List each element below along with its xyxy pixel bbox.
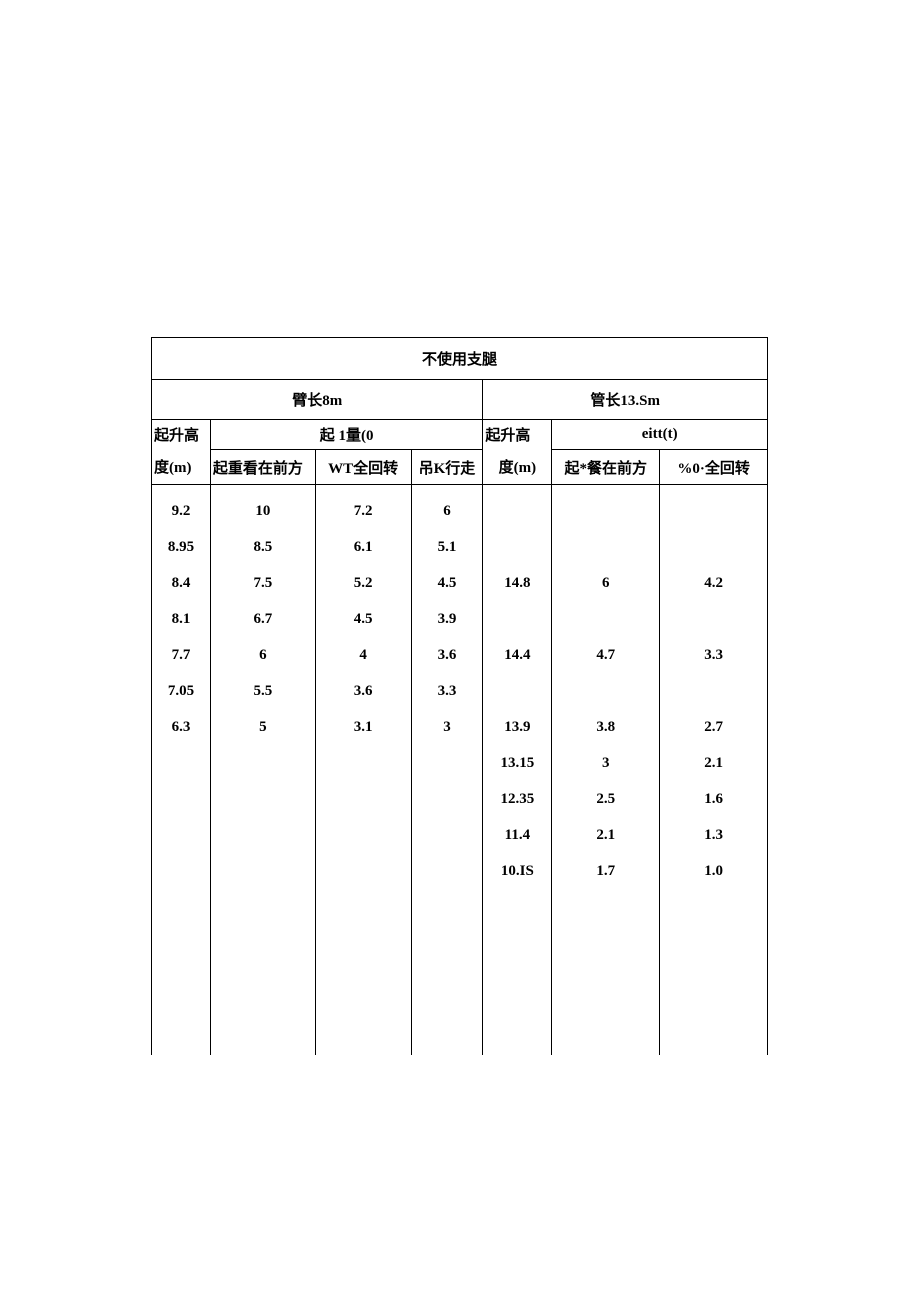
data-cell: 2.5 [596,781,615,817]
hdr-l4: 吊K行走 [411,450,483,485]
hdr-l1: 度(m) [152,450,211,485]
data-cell: 13.9 [504,709,530,745]
data-cell: 8.4 [172,565,191,601]
data-cell: 2.1 [704,745,723,781]
data-cell: 10 [255,493,270,529]
data-cell: 4.2 [704,565,723,601]
table-container: 不使用支腿 臂长8m 管长13.Sm 起升高 起 1量(0 起升高 eitt(t… [151,337,768,1055]
data-cell: 8.5 [253,529,272,565]
data-cell: 6.7 [253,601,272,637]
hdr-r3: %0·全回转 [660,450,768,485]
data-cell: 5.1 [438,529,457,565]
data-cell: 3.6 [438,637,457,673]
data-cell: 9.2 [172,493,191,529]
data-cell: 4 [359,637,367,673]
data-cell: 6.1 [354,529,373,565]
section-row: 臂长8m 管长13.Sm [152,380,768,420]
data-cell: 4.5 [354,601,373,637]
data-cell: 1.7 [596,853,615,889]
data-cell: 3.1 [354,709,373,745]
data-left-c3: 7.26.15.24.543.63.1 [315,485,411,1055]
right-sub-a: 起升高 [483,420,552,450]
data-cell: 12.35 [501,781,535,817]
data-cell: 1.3 [704,817,723,853]
data-right-c3: 4.2 3.3 2.72.11.61.31.0 [660,485,768,1055]
data-left-c1: 9.28.958.48.17.77.056.3 [152,485,211,1055]
data-cell: 8.95 [168,529,194,565]
right-sub-b: eitt(t) [552,420,768,450]
data-left-c2: 108.57.56.765.55 [210,485,315,1055]
data-cell: 6 [259,637,267,673]
left-section-header: 臂长8m [152,380,483,420]
data-cell: 8.1 [172,601,191,637]
data-cell: 6.3 [172,709,191,745]
crane-load-table: 不使用支腿 臂长8m 管长13.Sm 起升高 起 1量(0 起升高 eitt(t… [151,337,768,1055]
column-header-row: 度(m) 起重看在前方 WT全回转 吊K行走 度(m) 起*餐在前方 %0·全回… [152,450,768,485]
data-left-c4: 65.14.53.93.63.33 [411,485,483,1055]
data-cell: 7.5 [253,565,272,601]
data-cell: 3.6 [354,673,373,709]
data-cell: 7.7 [172,637,191,673]
data-right-c1: 14.8 14.4 13.913.1512.3511.410.IS [483,485,552,1055]
hdr-l2: 起重看在前方 [210,450,315,485]
sub-header-row: 起升高 起 1量(0 起升高 eitt(t) [152,420,768,450]
data-cell: 14.8 [504,565,530,601]
data-cell: 3.8 [596,709,615,745]
data-cell: 5.2 [354,565,373,601]
title-row: 不使用支腿 [152,338,768,380]
data-cell: 10.IS [501,853,534,889]
data-cell: 2.1 [596,817,615,853]
left-sub-b: 起 1量(0 [210,420,483,450]
data-cell: 2.7 [704,709,723,745]
data-cell: 5.5 [253,673,272,709]
data-cell: 6 [443,493,451,529]
left-sub-a: 起升高 [152,420,211,450]
data-cell: 14.4 [504,637,530,673]
hdr-l3: WT全回转 [315,450,411,485]
table-title: 不使用支腿 [152,338,768,380]
data-cell: 4.7 [596,637,615,673]
data-cell: 6 [602,565,610,601]
data-cell: 3 [602,745,610,781]
data-cell: 5 [259,709,267,745]
data-row: 9.28.958.48.17.77.056.3 108.57.56.765.55… [152,485,768,1055]
data-right-c2: 6 4.7 3.832.52.11.7 [552,485,660,1055]
hdr-r2: 起*餐在前方 [552,450,660,485]
data-cell: 3.3 [438,673,457,709]
data-cell: 1.0 [704,853,723,889]
right-section-header: 管长13.Sm [483,380,768,420]
data-cell: 7.05 [168,673,194,709]
data-cell: 1.6 [704,781,723,817]
data-cell: 11.4 [505,817,530,853]
data-cell: 13.15 [501,745,535,781]
data-cell: 3.9 [438,601,457,637]
hdr-r1: 度(m) [483,450,552,485]
data-cell: 7.2 [354,493,373,529]
data-cell: 4.5 [438,565,457,601]
data-cell: 3.3 [704,637,723,673]
data-cell: 3 [443,709,451,745]
